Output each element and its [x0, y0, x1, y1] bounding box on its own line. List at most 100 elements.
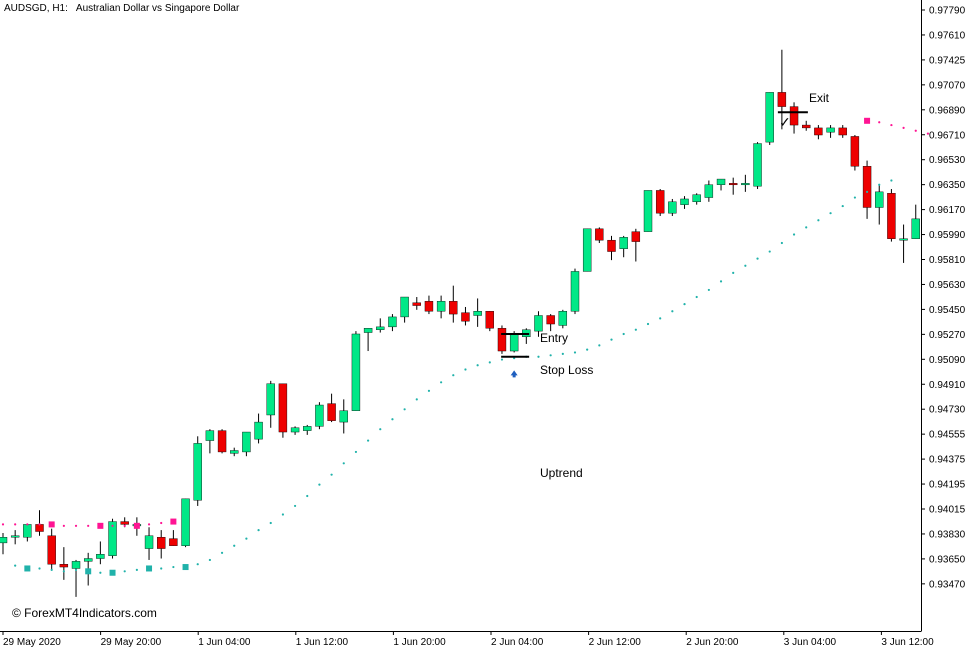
candle — [108, 518, 117, 559]
downtrend-dot — [890, 123, 893, 127]
uptrend-dot — [488, 361, 491, 364]
candle — [278, 383, 288, 438]
bull-candle-body — [376, 326, 385, 330]
y-tick-label: 0.94015 — [929, 505, 966, 516]
uptrend-dot — [683, 303, 686, 306]
candle — [704, 180, 714, 202]
bull-candle-body — [680, 198, 689, 205]
candle — [157, 530, 166, 559]
y-tick-label: 0.95270 — [929, 330, 966, 341]
uptrend-dot — [208, 558, 211, 562]
x-tick-label: 1 Jun 20:00 — [393, 637, 446, 648]
candle — [96, 541, 105, 565]
uptrend-dot — [890, 179, 893, 182]
bear-candle-body — [449, 301, 458, 315]
candle — [144, 527, 154, 560]
uptrend-dot — [172, 565, 175, 569]
candle — [862, 160, 872, 219]
bull-candle-body — [290, 427, 300, 433]
candle — [339, 399, 348, 434]
uptrend-dot — [829, 212, 832, 215]
uptrend-dot — [476, 364, 479, 367]
downtrend-dot — [926, 132, 930, 135]
uptrend-dot — [318, 483, 321, 486]
exit-checkmark: ✓ — [779, 114, 791, 130]
uptrend-square — [24, 565, 31, 572]
bear-candle-body — [802, 124, 811, 129]
uptrend-dot — [257, 528, 260, 532]
y-tick-label: 0.96530 — [929, 155, 966, 166]
stop-loss-label: Stop Loss — [540, 363, 594, 377]
bull-candle-body — [899, 238, 908, 241]
candle — [169, 530, 178, 546]
downtrend-dot — [38, 523, 41, 526]
uptrend-dot — [561, 352, 564, 355]
candle — [193, 436, 202, 506]
uptrend-dot — [586, 348, 589, 351]
candle — [315, 402, 324, 430]
bear-candle-body — [461, 312, 470, 322]
bull-candle-body — [400, 296, 409, 318]
uptrend-dot — [269, 521, 272, 525]
chart-header: AUDSGD, H1: Australian Dollar vs Singapor… — [4, 3, 247, 14]
candle — [436, 295, 446, 319]
candle — [631, 228, 641, 262]
uptrend-dot — [330, 473, 333, 476]
uptrend-dot — [732, 271, 735, 274]
downtrend-square — [170, 518, 177, 525]
y-tick-label: 0.93830 — [929, 529, 966, 540]
uptrend-dot — [50, 568, 53, 571]
uptrend-dot — [440, 381, 443, 384]
downtrend-square — [97, 522, 104, 529]
bull-candle-body — [144, 535, 154, 549]
trade-markers — [501, 111, 808, 378]
y-tick-label: 0.93470 — [929, 579, 966, 590]
bull-candle-body — [254, 421, 263, 440]
uptrend-dot — [38, 567, 41, 570]
uptrend-dot — [367, 439, 370, 442]
candle — [826, 125, 835, 138]
candle — [35, 510, 44, 536]
bull-candle-body — [205, 430, 215, 441]
bear-candle-body — [595, 228, 604, 241]
bull-candle-body — [826, 127, 835, 133]
bear-candle-body — [729, 183, 738, 186]
uptrend-dot — [160, 567, 163, 570]
bull-candle-body — [10, 535, 20, 538]
uptrend-dot — [293, 504, 297, 508]
downtrend-dot — [62, 524, 65, 527]
bull-candle-body — [692, 194, 701, 203]
uptrend-dot — [391, 418, 394, 421]
uptrend-dot — [415, 398, 418, 401]
uptrend-dot — [659, 317, 662, 320]
uptrend-dot — [671, 310, 674, 313]
bear-candle-body — [789, 106, 799, 126]
downtrend-dot — [160, 521, 163, 525]
candle — [217, 429, 227, 454]
uptrend-dot — [196, 563, 199, 566]
y-tick-label: 0.95630 — [929, 280, 966, 291]
candle — [376, 318, 385, 333]
candle — [473, 298, 482, 327]
uptrend-dot — [610, 338, 613, 341]
bull-candle-body — [704, 184, 714, 198]
y-tick-label: 0.97070 — [929, 80, 966, 91]
x-tick-label: 1 Jun 04:00 — [198, 637, 251, 648]
uptrend-dot — [452, 374, 455, 377]
x-tick-label: 29 May 20:00 — [101, 637, 162, 648]
y-tick-label: 0.96170 — [929, 205, 966, 216]
y-tick-label: 0.94730 — [929, 405, 966, 416]
downtrend-dot — [26, 523, 29, 526]
y-tick-label: 0.94195 — [929, 480, 966, 491]
candle — [655, 189, 665, 217]
trend-label: Uptrend — [540, 466, 583, 480]
uptrend-dot — [99, 571, 102, 574]
candle — [327, 393, 336, 423]
candle — [0, 532, 8, 555]
candle — [729, 177, 738, 195]
candle — [400, 296, 409, 323]
candle — [582, 228, 592, 272]
bull-candle-body — [230, 450, 239, 454]
